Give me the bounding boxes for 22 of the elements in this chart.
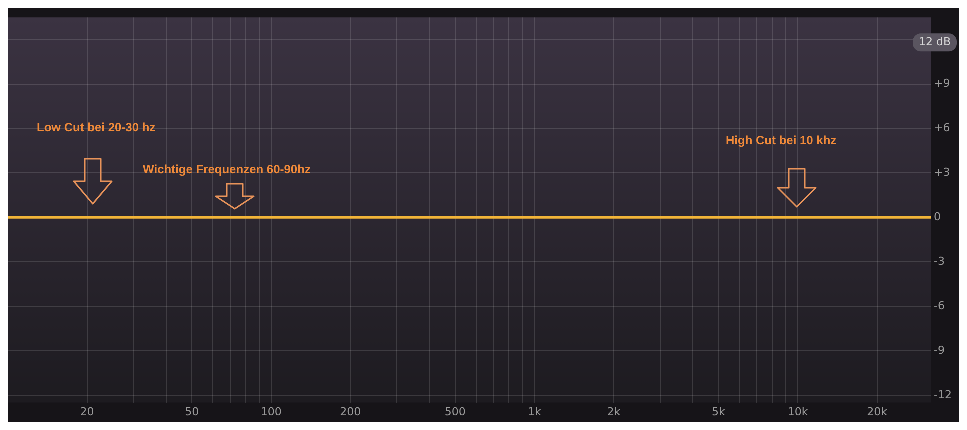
x-tick-label: 20	[80, 405, 94, 418]
x-tick-label: 1k	[528, 405, 542, 418]
annotation: Wichtige Frequenzen 60-90hz	[143, 162, 311, 176]
x-tick-label: 10k	[788, 405, 809, 418]
y-tick-label: -3	[934, 254, 946, 268]
x-tick-label: 200	[340, 405, 362, 418]
x-tick-label: 2k	[607, 405, 622, 418]
y-tick-label: +9	[934, 77, 950, 90]
x-tick-label: 50	[185, 405, 200, 418]
annotation: High Cut bei 10 khz	[726, 133, 837, 148]
annotation: 12 dB	[918, 35, 952, 48]
y-tick-label: +6	[934, 122, 950, 135]
y-tick-label: -9	[934, 344, 946, 357]
y-tick-label: -12	[934, 388, 952, 402]
x-tick-label: 5k	[712, 405, 726, 418]
y-tick-label: 0	[934, 210, 942, 224]
y-tick-label: +3	[934, 166, 950, 180]
x-tick-label: 20k	[867, 405, 888, 418]
y-tick-label: -6	[934, 299, 946, 312]
annotation: Low Cut bei 20-30 hz	[37, 120, 156, 134]
x-tick-label: 500	[444, 405, 466, 418]
x-tick-label: 100	[260, 405, 282, 418]
